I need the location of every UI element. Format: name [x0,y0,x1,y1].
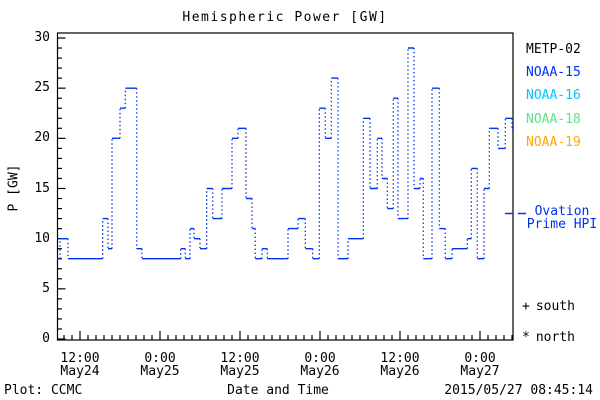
x-tick-date: May25 [220,364,260,379]
y-tick-label-15: 15 [34,180,50,196]
plus-marker-icon: + [522,299,530,314]
y-tick-label-25: 25 [34,80,50,96]
x-tick-date: May26 [300,364,340,379]
plot-box [56,32,514,341]
legend-marker-north: * north [522,330,575,345]
y-tick-label-30: 30 [34,30,50,45]
x-tick-time: 12:00 [380,351,420,366]
y-tick-label-20: 20 [34,130,50,146]
x-tick-date: May26 [380,364,420,379]
legend-item-METP-02: METP-02 [526,42,581,57]
footer-source: Plot: CCMC [4,383,83,398]
x-tick-time: 0:00 [464,351,496,366]
x-tick-time: 12:00 [220,351,260,366]
legend-ovation-line1: Ovation [534,204,590,219]
x-tick-label-May27-0:00: 0:00 May27 [448,352,512,378]
asterisk-marker-icon: * [522,330,530,345]
y-tick-label-5: 5 [42,280,50,296]
x-tick-date: May25 [140,364,180,379]
y-tick-label-10: 10 [34,230,50,246]
legend-item-NOAA-16: NOAA-16 [526,88,581,104]
legend-item-NOAA-15: NOAA-15 [526,65,581,81]
data-series-horizontal-steps [57,47,514,260]
x-tick-date: May27 [460,364,500,379]
legend-marker-south-label: south [535,299,575,314]
legend-marker-south: + south [522,299,575,314]
data-series-vertical-dots [59,48,513,259]
x-tick-label-May26-12:00: 12:00 May26 [368,352,432,378]
x-tick-label-May24-12:00: 12:00 May24 [48,352,112,378]
x-tick-time: 0:00 [304,351,336,366]
legend-marker-north-label: north [535,330,575,345]
legend-item-NOAA-19: NOAA-19 [526,134,581,150]
x-tick-time: 0:00 [144,351,176,366]
x-tick-date: May24 [60,364,100,379]
chart-title: Hemispheric Power [GW] [182,10,388,25]
x-tick-label-May25-0:00: 0:00 May25 [128,352,192,378]
x-axis-title: Date and Time [227,383,329,398]
y-axis-title: P [GW] [6,164,22,212]
x-tick-label-May25-12:00: 12:00 May25 [208,352,272,378]
x-tick-time: 12:00 [60,351,100,366]
y-tick-label-0: 0 [42,331,50,346]
legend-item-NOAA-18: NOAA-18 [526,111,581,127]
x-tick-label-May26-0:00: 0:00 May26 [288,352,352,378]
legend-ovation-line2: Prime HPI [526,216,598,232]
footer-timestamp: 2015/05/27 08:45:14 [444,383,593,398]
legend-ovation: Ovation Prime HPI [524,204,600,232]
